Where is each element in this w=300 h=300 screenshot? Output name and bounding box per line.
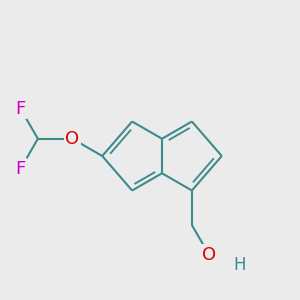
- Text: F: F: [16, 160, 26, 178]
- Text: F: F: [16, 100, 26, 118]
- Text: H: H: [233, 256, 246, 274]
- Text: O: O: [65, 130, 80, 148]
- Text: O: O: [202, 246, 216, 264]
